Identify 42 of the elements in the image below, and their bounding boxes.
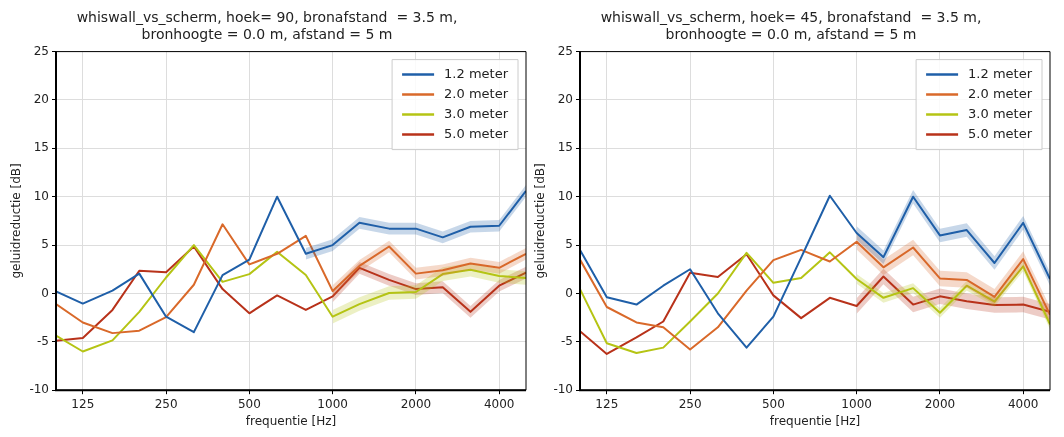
legend-label: 3.0 meter: [968, 105, 1033, 121]
y-tick-label: -5: [37, 333, 49, 348]
y-axis-title: geluidreductie [dB]: [533, 163, 548, 279]
y-tick-label: 10: [33, 188, 49, 203]
y-tick-label: 15: [33, 140, 49, 155]
x-axis-title: frequentie [Hz]: [245, 413, 337, 428]
y-tick-label: 25: [557, 43, 573, 58]
x-tick-label: 125: [71, 396, 95, 411]
x-tick-label: 1000: [317, 396, 348, 411]
x-tick-label: 250: [154, 396, 178, 411]
legend-label: 2.0 meter: [444, 85, 509, 101]
legend-label: 3.0 meter: [444, 105, 509, 121]
legend-label: 5.0 meter: [968, 125, 1033, 141]
y-tick-label: 20: [33, 92, 49, 107]
x-tick-label: 1000: [841, 396, 872, 411]
x-tick-label: 125: [595, 396, 619, 411]
y-tick-label: -10: [29, 382, 49, 397]
y-axis-title: geluidreductie [dB]: [9, 163, 24, 279]
legend-label: 1.2 meter: [444, 65, 509, 81]
x-axis-title: frequentie [Hz]: [769, 413, 861, 428]
chart-title: whiswall_vs_scherm, hoek= 90, bronafstand = 3.5 m, bronhoogte = 0.0 m, afstand = 5 m: [76, 9, 458, 42]
y-tick-label: -5: [561, 333, 573, 348]
legend-label: 5.0 meter: [444, 125, 509, 141]
y-tick-label: 25: [33, 43, 49, 58]
x-tick-label: 2000: [400, 396, 432, 411]
y-tick-label: 5: [41, 237, 49, 252]
x-tick-label: 2000: [924, 396, 956, 411]
x-tick-label: 4000: [1007, 396, 1039, 411]
y-tick-label: -10: [553, 382, 573, 397]
x-tick-label: 4000: [483, 396, 515, 411]
y-tick-label: 20: [557, 92, 573, 107]
x-tick-label: 500: [237, 396, 261, 411]
x-tick-label: 250: [678, 396, 702, 411]
legend-label: 2.0 meter: [968, 85, 1033, 101]
chart-title: whiswall_vs_scherm, hoek= 45, bronafstand = 3.5 m, bronhoogte = 0.0 m, afstand = 5 m: [600, 9, 982, 42]
x-tick-label: 500: [761, 396, 785, 411]
y-tick-label: 0: [565, 285, 573, 300]
y-tick-label: 15: [557, 140, 573, 155]
legend-label: 1.2 meter: [968, 65, 1033, 81]
y-tick-label: 0: [41, 285, 49, 300]
y-tick-label: 5: [565, 237, 573, 252]
y-tick-label: 10: [557, 188, 573, 203]
